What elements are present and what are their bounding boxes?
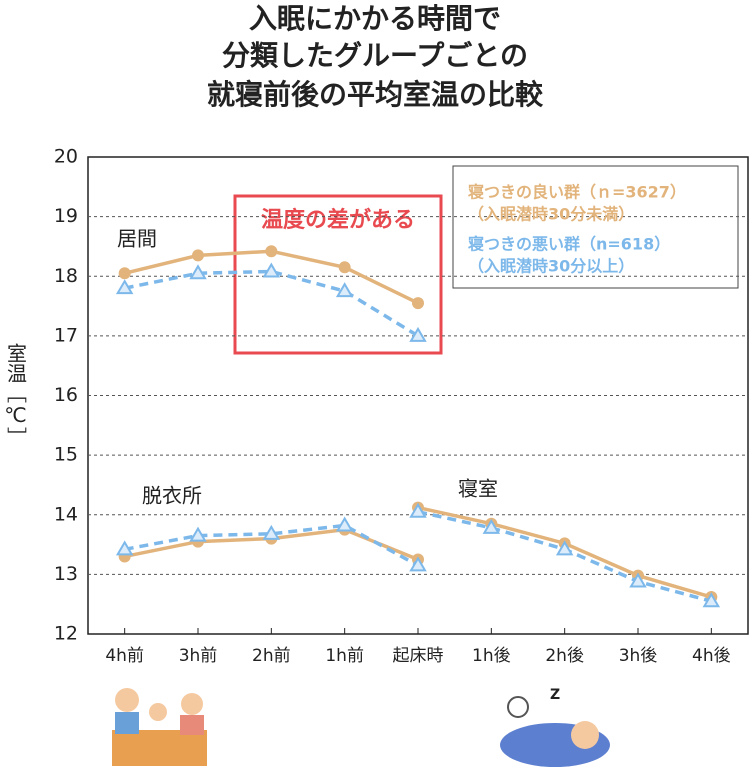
x-tick-label: 3h後 (619, 646, 658, 666)
sleep-illustration: Z (500, 687, 610, 767)
room-label: 脱衣所 (142, 484, 202, 508)
y-tick-label: 12 (54, 623, 78, 645)
point (262, 524, 281, 540)
y-tick-label: 17 (54, 324, 78, 346)
x-tick-label: 起床時 (393, 646, 444, 666)
x-tick-label: 1h前 (325, 646, 364, 666)
zzz-icon: Z (550, 687, 560, 703)
y-tick-label: 19 (54, 205, 78, 227)
y-tick-label: 20 (54, 146, 78, 168)
annotation: 温度の差がある (261, 207, 415, 233)
x-tick-label: 2h後 (545, 646, 584, 666)
legend-sublabel: （入眠潜時30分未満） (468, 205, 634, 224)
point (338, 261, 351, 274)
y-axis-label: 室温［℃］ (4, 343, 28, 447)
legend-box (452, 165, 739, 289)
point (409, 502, 427, 518)
x-tick-label: 2h前 (252, 646, 291, 666)
point (115, 279, 134, 295)
x-tick-label: 3h前 (179, 646, 218, 666)
series-line (124, 269, 419, 338)
chart-title: 就寝前後の平均室温の比較 (207, 78, 544, 111)
chart-title: 分類したグループごとの (222, 39, 528, 72)
point (409, 556, 427, 572)
room-label: 寝室 (458, 477, 498, 501)
y-tick-label: 14 (54, 503, 78, 525)
point (118, 267, 131, 280)
point (262, 262, 281, 278)
series-line (124, 523, 419, 567)
highlight-box (233, 194, 443, 355)
point (482, 518, 501, 534)
point (409, 326, 427, 342)
x-tick-label: 1h後 (472, 646, 511, 666)
point (412, 297, 424, 310)
point (555, 540, 574, 556)
point (115, 540, 134, 556)
y-tick-label: 13 (54, 563, 78, 585)
y-tick-label: 15 (54, 444, 78, 466)
y-tick-label: 16 (54, 384, 78, 406)
point (335, 282, 354, 298)
chart-title: 入眠にかかる時間で (249, 2, 501, 35)
point (189, 264, 207, 280)
point (192, 249, 204, 262)
legend-label: 寝つきの悪い群（n=618） (468, 235, 670, 254)
room-label: 居間 (117, 227, 157, 251)
y-tick-label: 18 (54, 265, 78, 287)
point (702, 592, 721, 608)
legend-label: 寝つきの良い群（ｎ=3627） (468, 183, 686, 202)
point (189, 526, 207, 542)
legend-sublabel: （入眠潜時30分以上） (468, 257, 634, 276)
point (335, 516, 354, 532)
x-tick-label: 4h前 (105, 646, 144, 666)
point (629, 572, 647, 588)
series-line (417, 510, 712, 603)
x-tick-label: 4h後 (692, 646, 731, 666)
family-illustration (112, 688, 207, 766)
point (265, 245, 278, 258)
